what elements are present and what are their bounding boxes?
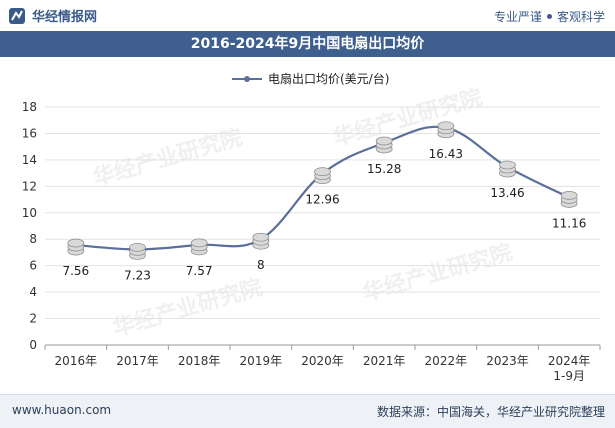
footer-url[interactable]: www.huaon.com (12, 403, 112, 417)
x-tick-label: 2024年 (548, 354, 591, 368)
legend-label: 电扇出口均价(美元/台) (268, 71, 389, 86)
data-label: 7.57 (186, 264, 213, 278)
brand: 华经情报网 (8, 6, 97, 25)
top-bar: 华经情报网 专业严谨 客观科学 (0, 0, 615, 30)
data-point-marker (190, 238, 208, 256)
data-label: 16.43 (429, 147, 463, 161)
tagline-right: 客观科学 (556, 10, 605, 24)
title-bar: 2016-2024年9月中国电扇出口均价 (0, 31, 615, 57)
y-tick-label: 0 (29, 338, 37, 352)
data-label: 12.96 (305, 193, 339, 207)
tagline-left: 专业严谨 (493, 10, 542, 24)
data-point-marker (67, 238, 85, 256)
data-point-marker (375, 136, 393, 154)
x-tick-label: 2021年 (363, 354, 406, 368)
dot-icon (546, 14, 552, 19)
y-tick-label: 12 (22, 179, 37, 193)
data-label: 7.23 (124, 268, 151, 282)
x-tick-label: 2020年 (301, 354, 344, 368)
legend-marker-icon (244, 76, 250, 82)
line-chart: 0 2 4 6 8 10 12 14 16 18 2016年 2017年 2018年 2019年 2020年… (22, 71, 601, 383)
x-tick-label: 2019年 (240, 354, 283, 368)
data-label: 13.46 (490, 186, 524, 200)
data-point-marker (437, 121, 455, 139)
x-tick-label: 1-9月 (553, 369, 585, 383)
y-tick-label: 4 (29, 285, 37, 299)
y-tick-label: 10 (22, 206, 37, 220)
x-tick-label: 2018年 (178, 354, 221, 368)
brand-name: 华经情报网 (32, 10, 98, 25)
data-point-marker (314, 167, 331, 185)
x-tick-label: 2022年 (425, 354, 468, 368)
x-tick-label: 2023年 (486, 354, 529, 368)
data-point-marker (499, 160, 516, 178)
y-tick-label: 6 (29, 259, 37, 273)
x-tick-label: 2016年 (55, 354, 98, 368)
x-tick-label: 2017年 (116, 354, 159, 368)
data-label: 8 (257, 258, 265, 272)
data-label: 7.56 (62, 264, 89, 278)
y-tick-label: 2 (29, 312, 37, 326)
chart-title: 2016-2024年9月中国电扇出口均价 (190, 36, 425, 52)
y-tick-label: 18 (22, 100, 37, 114)
footer-source: 数据来源：中国海关，华经产业研究院整理 (376, 405, 605, 419)
y-tick-label: 8 (29, 232, 37, 246)
y-tick-label: 14 (22, 153, 37, 167)
footer: www.huaon.com 数据来源：中国海关，华经产业研究院整理 (0, 394, 615, 428)
data-label: 11.16 (552, 216, 586, 230)
data-point-marker (129, 243, 146, 260)
brand-logo-icon (9, 7, 25, 24)
data-point-marker (252, 232, 270, 250)
data-point-marker (560, 191, 578, 208)
y-tick-label: 16 (22, 126, 37, 140)
data-label: 15.28 (367, 162, 401, 176)
tagline: 专业严谨 客观科学 (494, 8, 605, 25)
